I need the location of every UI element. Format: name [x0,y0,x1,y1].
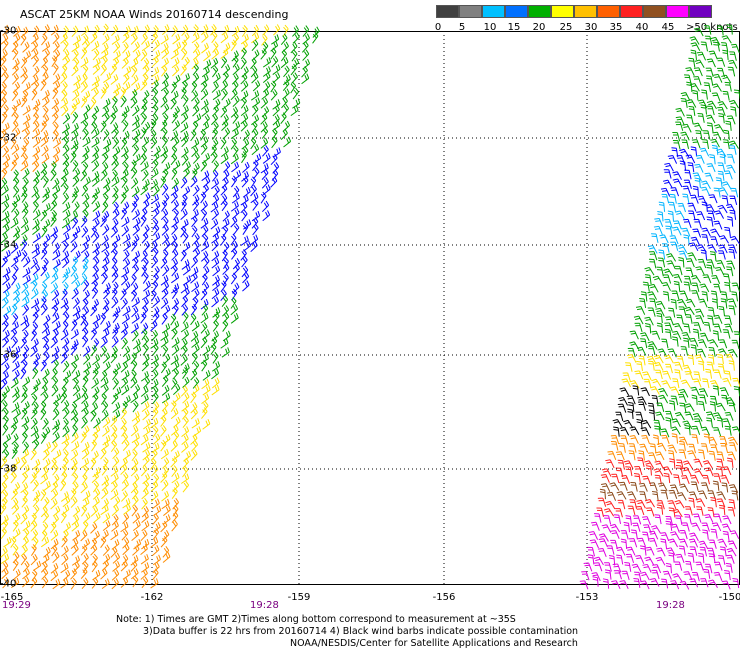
colorbar-swatch [436,5,459,18]
lon-label-159: -159 [287,592,311,603]
colorbar-swatch [482,5,505,18]
lon-label-162: -162 [140,592,164,603]
colorbar-label: 25 [559,22,573,33]
lat-label-34: -34 [0,239,17,251]
colorbar-label: 5 [458,22,466,33]
colorbar-swatch [551,5,574,18]
right-swath [579,24,740,590]
colorbar-swatch [528,5,551,18]
lon-label-150: -150 [718,592,740,603]
colorbar-label: 0 [434,22,442,33]
lat-label-36: -36 [0,349,17,361]
lon-label-156: -156 [432,592,456,603]
colorbar-swatch [620,5,643,18]
lat-label-32: -32 [0,132,17,144]
note-line-3: NOAA/NESDIS/Center for Satellite Applica… [290,638,578,649]
lat-label-38: -38 [0,463,17,475]
colorbar-swatch [643,5,666,18]
left-swath [0,23,320,590]
lat-label-30: -30 [0,25,17,37]
map-frame [0,31,740,585]
time-label-left: 19:29 [2,600,31,611]
lat-label-40: -40 [0,578,17,590]
colorbar-swatch [689,5,712,18]
colorbar-label: 10 [483,22,497,33]
colorbar-label: 30 [584,22,598,33]
lon-label-153: -153 [575,592,599,603]
note-line-2: 3)Data buffer is 22 hrs from 20160714 4)… [143,626,579,637]
colorbar-label: 15 [507,22,521,33]
colorbar-swatch [459,5,482,18]
note-line-1: Note: 1) Times are GMT 2)Times along bot… [116,614,516,625]
colorbar-label: 35 [609,22,623,33]
colorbar-label: 20 [532,22,546,33]
colorbar-swatch [597,5,620,18]
time-label-right: 19:28 [656,600,685,611]
lon-label-165: -165 [0,592,24,603]
time-label-mid: 19:28 [250,600,279,611]
colorbar-label: 40 [635,22,649,33]
colorbar-swatch [666,5,689,18]
colorbar-swatch [574,5,597,18]
map-title: ASCAT 25KM NOAA Winds 20160714 descendin… [20,8,289,21]
colorbar-swatch [505,5,528,18]
colorbar-label: 45 [661,22,675,33]
